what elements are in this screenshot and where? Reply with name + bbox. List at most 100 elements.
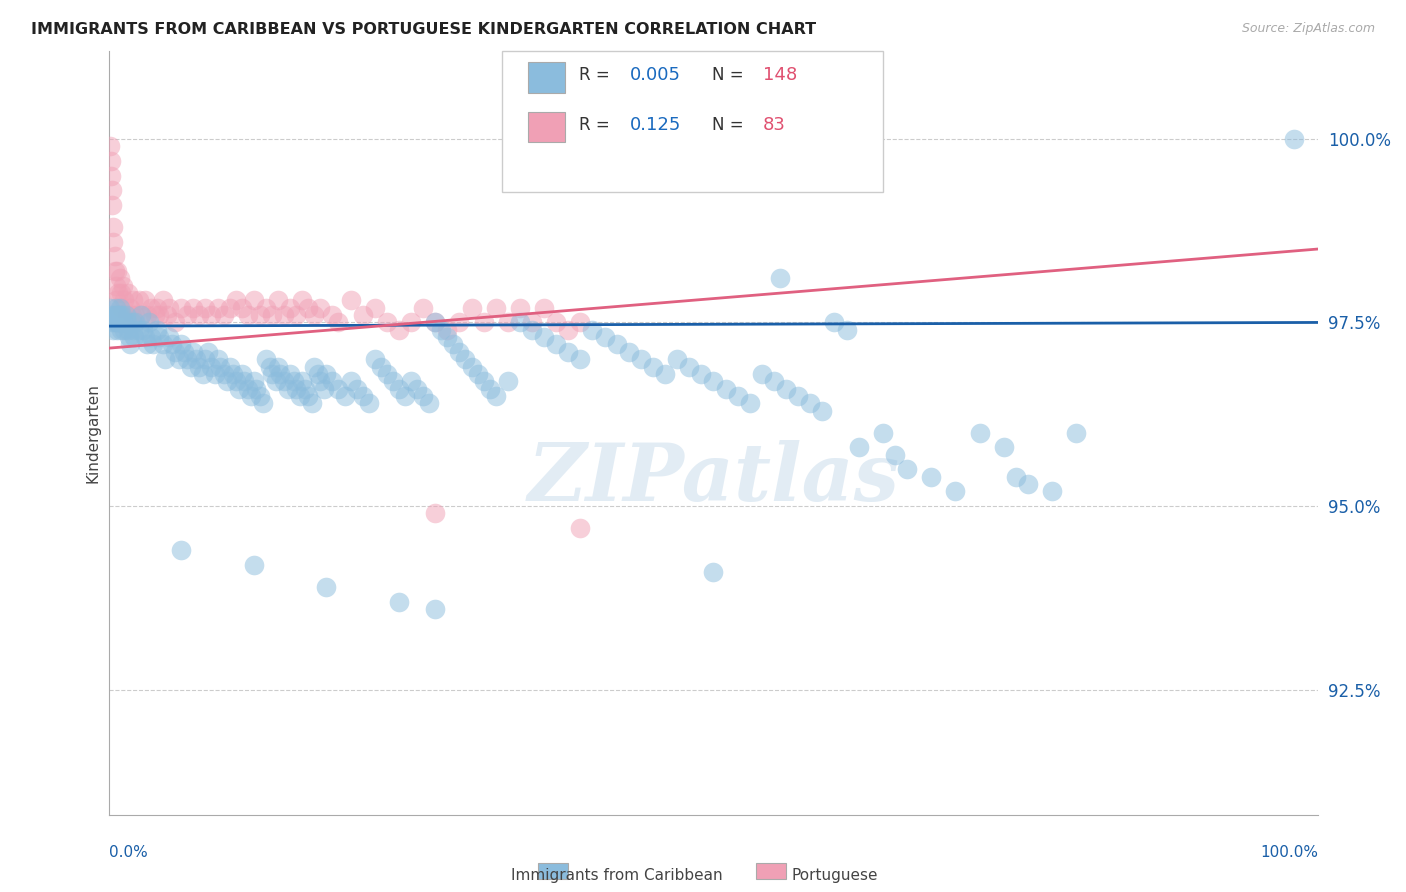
Point bbox=[240, 389, 263, 403]
Point bbox=[104, 308, 127, 322]
Point bbox=[157, 301, 180, 315]
Point bbox=[285, 308, 308, 322]
Point bbox=[1066, 425, 1088, 440]
Point bbox=[249, 389, 271, 403]
Point bbox=[152, 337, 174, 351]
Point bbox=[346, 382, 368, 396]
Point bbox=[236, 308, 259, 322]
Point bbox=[460, 359, 482, 374]
Point bbox=[533, 301, 555, 315]
Point bbox=[176, 352, 198, 367]
Point bbox=[197, 344, 219, 359]
Point bbox=[472, 315, 495, 329]
Point bbox=[170, 543, 193, 558]
Point bbox=[105, 264, 128, 278]
Point bbox=[165, 344, 187, 359]
Point bbox=[249, 308, 271, 322]
Point bbox=[120, 301, 142, 315]
Point bbox=[194, 301, 217, 315]
Point bbox=[233, 374, 256, 388]
Point bbox=[121, 308, 143, 322]
Text: 148: 148 bbox=[763, 66, 797, 84]
Y-axis label: Kindergarten: Kindergarten bbox=[86, 383, 100, 483]
Point bbox=[184, 352, 207, 367]
Text: 0.0%: 0.0% bbox=[108, 845, 148, 860]
Point bbox=[1017, 477, 1039, 491]
Point bbox=[124, 315, 146, 329]
Point bbox=[352, 308, 374, 322]
Point bbox=[617, 344, 640, 359]
Point bbox=[107, 315, 129, 329]
Point bbox=[388, 382, 411, 396]
Point bbox=[104, 264, 127, 278]
Point bbox=[120, 337, 142, 351]
Point bbox=[243, 374, 266, 388]
Point bbox=[148, 308, 170, 322]
Point bbox=[160, 337, 183, 351]
Point bbox=[430, 323, 453, 337]
Point bbox=[297, 389, 319, 403]
Point bbox=[301, 396, 323, 410]
Point bbox=[606, 337, 628, 351]
Point bbox=[304, 359, 326, 374]
Point bbox=[509, 315, 531, 329]
Point bbox=[520, 323, 543, 337]
Point bbox=[231, 367, 253, 381]
FancyBboxPatch shape bbox=[756, 863, 786, 880]
Point bbox=[328, 315, 350, 329]
Point bbox=[129, 308, 152, 322]
Point bbox=[702, 374, 724, 388]
Point bbox=[138, 315, 160, 329]
Point bbox=[277, 382, 299, 396]
Point bbox=[738, 396, 761, 410]
Point bbox=[124, 308, 146, 322]
Point bbox=[375, 367, 398, 381]
Point bbox=[1040, 484, 1063, 499]
Point bbox=[425, 315, 447, 329]
Point bbox=[136, 308, 159, 322]
Point bbox=[173, 344, 195, 359]
Point bbox=[799, 396, 821, 410]
Point bbox=[136, 337, 159, 351]
Point bbox=[134, 330, 156, 344]
Point bbox=[121, 315, 143, 329]
Point bbox=[328, 382, 350, 396]
Point bbox=[110, 301, 132, 315]
Point bbox=[131, 323, 153, 337]
Point bbox=[267, 293, 290, 308]
Point bbox=[399, 374, 422, 388]
Point bbox=[291, 374, 314, 388]
Point bbox=[152, 293, 174, 308]
Point bbox=[117, 286, 139, 301]
Text: R =: R = bbox=[579, 116, 610, 134]
Point bbox=[454, 352, 477, 367]
Point bbox=[581, 323, 603, 337]
Point bbox=[254, 301, 277, 315]
Point bbox=[134, 293, 156, 308]
Point bbox=[107, 308, 129, 322]
Point bbox=[569, 352, 592, 367]
Point bbox=[217, 374, 239, 388]
Point bbox=[557, 344, 579, 359]
Point bbox=[339, 374, 361, 388]
Point bbox=[157, 330, 180, 344]
Point bbox=[848, 440, 870, 454]
Point bbox=[105, 323, 128, 337]
Point bbox=[291, 293, 314, 308]
Point bbox=[110, 315, 132, 329]
Point bbox=[181, 344, 204, 359]
Point bbox=[339, 293, 361, 308]
Point bbox=[114, 308, 136, 322]
Point bbox=[307, 367, 329, 381]
Point bbox=[425, 315, 447, 329]
Point bbox=[496, 374, 519, 388]
Point bbox=[309, 301, 332, 315]
Point bbox=[1282, 132, 1305, 146]
Point bbox=[222, 367, 245, 381]
Point bbox=[569, 315, 592, 329]
Text: N =: N = bbox=[713, 116, 744, 134]
Point bbox=[236, 382, 259, 396]
FancyBboxPatch shape bbox=[529, 112, 565, 143]
Point bbox=[273, 374, 295, 388]
Point bbox=[312, 382, 335, 396]
